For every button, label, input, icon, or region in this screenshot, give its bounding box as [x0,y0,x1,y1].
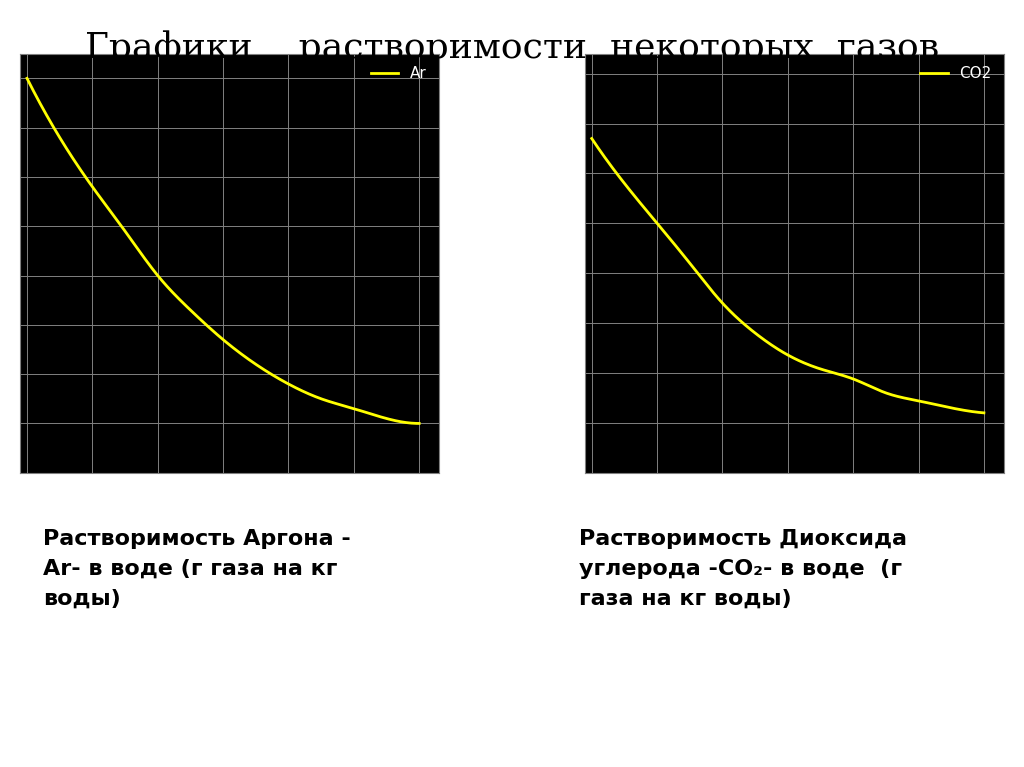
Ar [253,362,265,371]
Line: CO2: CO2 [592,139,984,413]
Y-axis label: Растворимость (г газа на кг воды): Растворимость (г газа на кг воды) [540,162,550,364]
Legend: CO2: CO2 [914,61,996,87]
CO2 [978,408,990,417]
CO2 [818,365,830,374]
Ar [351,405,364,414]
Ar [20,74,33,83]
CO2 [825,367,838,377]
X-axis label: Температура воды (град Цельсия): Температура воды (град Цельсия) [680,501,908,514]
Ar [376,413,388,422]
Ar [413,419,425,428]
CO2 [941,403,953,412]
CO2 [819,366,831,375]
Ar [23,77,35,86]
Ar [254,363,266,372]
CO2 [587,136,599,145]
CO2 [916,397,929,407]
Legend: Ar: Ar [366,61,432,87]
Text: Растворимость Аргона -
Ar- в воде (г газа на кг
воды): Растворимость Аргона - Ar- в воде (г газ… [43,529,350,608]
Text: Графики    растворимости  некоторых  газов: Графики растворимости некоторых газов [85,31,939,65]
X-axis label: Температура воды (град Цельсия): Температура воды (град Цельсия) [116,501,344,514]
CO2 [586,134,598,143]
Ar [261,367,273,376]
Line: Ar: Ar [27,78,419,423]
Text: Растворимость Диоксида
углерода -CO₂- в воде  (г
газа на кг воды): Растворимость Диоксида углерода -CO₂- в … [579,529,907,608]
